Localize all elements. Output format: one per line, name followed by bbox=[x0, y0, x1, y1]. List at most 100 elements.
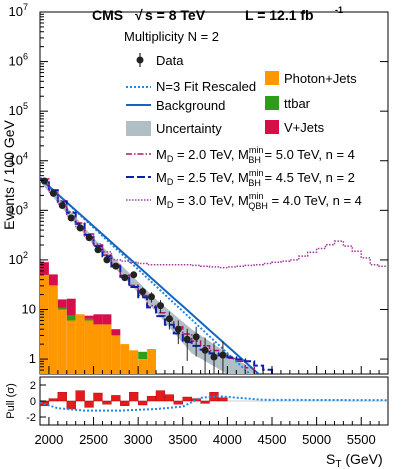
legend-item-signal-1: MD = 2.0 TeV, Mmin BH = 5.0 TeV, n = 4 bbox=[126, 145, 355, 165]
y-tick-label: 107 bbox=[9, 2, 28, 19]
legend-label-photon-jets: Photon+Jets bbox=[284, 71, 357, 86]
ttbar-bar bbox=[57, 307, 67, 310]
x-tick-label: 2500 bbox=[79, 432, 108, 447]
legend-label-fit: N=3 Fit Rescaled bbox=[156, 79, 256, 94]
photon-jets-swatch bbox=[265, 71, 279, 85]
legend: Multiplicity N = 2 Data N=3 Fit Rescaled… bbox=[124, 29, 362, 211]
photon-jets-bar bbox=[120, 344, 130, 374]
data-point bbox=[148, 293, 155, 301]
v-jets-swatch bbox=[265, 120, 279, 134]
data-point bbox=[183, 335, 191, 343]
data-point bbox=[103, 256, 111, 264]
photon-jets-bar bbox=[138, 359, 148, 374]
pull-bar bbox=[120, 400, 130, 407]
data-point bbox=[157, 302, 164, 310]
signal-3-curve bbox=[40, 179, 388, 269]
v-jets-bar bbox=[66, 298, 76, 316]
legend-item-signal-3: MD = 3.0 TeV, Mmin QBH = 4.0 TeV, n = 4 bbox=[126, 191, 362, 211]
luminosity-label: L = 12.1 fb bbox=[245, 7, 314, 23]
v-jets-bar bbox=[84, 315, 94, 319]
y-tick-label: 106 bbox=[9, 52, 28, 69]
experiment-label: CMS bbox=[92, 7, 123, 23]
pull-bars bbox=[40, 390, 388, 410]
legend-item-signal-2: MD = 2.5 TeV, Mmin BH = 4.5 TeV, n = 2 bbox=[126, 168, 355, 188]
pull-y-tick-label: 2 bbox=[30, 380, 36, 392]
ttbar-bar bbox=[138, 351, 148, 359]
background-curves bbox=[40, 176, 388, 374]
legend-label-data: Data bbox=[156, 53, 184, 68]
photon-jets-bar bbox=[93, 324, 103, 374]
v-jets-bar bbox=[111, 329, 121, 336]
ttbar-bar bbox=[48, 285, 58, 286]
y-tick-label: 10 bbox=[22, 301, 36, 316]
x-tick-label: 2000 bbox=[34, 432, 63, 447]
legend-label-signal-3: MD = 3.0 TeV, Mmin QBH = 4.0 TeV, n = 4 bbox=[156, 191, 362, 211]
x-axis-label: ST (GeV) bbox=[326, 451, 383, 469]
pull-bar bbox=[191, 398, 201, 402]
x-tick-label: 5000 bbox=[302, 432, 331, 447]
pull-bar bbox=[57, 392, 67, 402]
pull-bar bbox=[173, 400, 183, 405]
y-tick-label: 104 bbox=[9, 151, 28, 168]
v-jets-bar bbox=[48, 274, 58, 286]
data-point bbox=[210, 353, 218, 361]
pull-bar bbox=[146, 396, 157, 402]
pull-y-ticks: -2 0 2 bbox=[26, 380, 46, 424]
data-point bbox=[130, 271, 138, 279]
photon-jets-bar bbox=[111, 335, 121, 374]
y-tick-label: 103 bbox=[9, 200, 28, 217]
pull-y-axis-label: Pull (σ) bbox=[5, 383, 17, 419]
x-tick-label: 4500 bbox=[258, 432, 287, 447]
pull-bar bbox=[111, 395, 121, 402]
legend-label-v-jets: V+Jets bbox=[284, 120, 325, 135]
sqrt-symbol: √ bbox=[135, 7, 143, 23]
pull-fit-curve-line bbox=[40, 395, 388, 412]
pull-y-tick-label: 0 bbox=[30, 396, 36, 408]
uncertainty-swatch bbox=[126, 121, 151, 136]
photon-jets-bar bbox=[66, 320, 76, 374]
data-marker bbox=[136, 56, 144, 64]
ttbar-bar bbox=[66, 315, 76, 321]
legend-label-background: Background bbox=[156, 98, 225, 113]
multiplicity-label: Multiplicity N = 2 bbox=[124, 29, 219, 44]
pull-bar bbox=[48, 398, 59, 402]
legend-item-background: Background bbox=[126, 98, 225, 113]
figure-header: CMS √ s = 8 TeV L = 12.1 fb -1 bbox=[92, 5, 343, 23]
x-tick-label: 4000 bbox=[213, 432, 242, 447]
data-point bbox=[94, 246, 102, 254]
energy-label: s = 8 TeV bbox=[145, 7, 206, 23]
background-curve bbox=[40, 177, 260, 374]
legend-item-data: Data bbox=[136, 53, 184, 68]
y-tick-label: 102 bbox=[9, 250, 28, 267]
photon-jets-bar bbox=[102, 324, 112, 374]
photon-jets-bar bbox=[75, 314, 85, 374]
main-panel: 1 10 102 103 104 105 106 107 Events / 100 GeV M… bbox=[1, 2, 389, 375]
y-tick-label: 105 bbox=[9, 101, 28, 118]
legend-item-ttbar: ttbar bbox=[265, 96, 311, 111]
pull-bar bbox=[155, 390, 166, 402]
y-tick-label: 1 bbox=[29, 351, 36, 366]
ttbar-swatch bbox=[265, 96, 279, 110]
x-tick-label: 3000 bbox=[124, 432, 153, 447]
x-axis-ticks: 2000 2500 3000 3500 4000 4500 5000 5500 bbox=[34, 417, 389, 447]
legend-item-v-jets: V+Jets bbox=[265, 120, 325, 135]
data-point bbox=[85, 234, 93, 242]
pull-bar bbox=[75, 390, 85, 402]
pull-bar bbox=[182, 396, 192, 402]
data-point bbox=[192, 333, 200, 341]
pull-bar bbox=[218, 397, 228, 402]
pull-panel: -2 0 2 2000 2500 3000 3500 4000 4500 5000 5500 Pu… bbox=[5, 376, 389, 469]
legend-item-fit: N=3 Fit Rescaled bbox=[126, 79, 256, 94]
x-tick-label: 5500 bbox=[347, 432, 376, 447]
photon-jets-bar bbox=[129, 350, 139, 374]
legend-item-uncertainty: Uncertainty bbox=[126, 121, 222, 136]
pull-bar bbox=[128, 392, 139, 402]
pull-bar bbox=[137, 400, 148, 406]
pull-bar bbox=[102, 400, 112, 405]
data-point bbox=[58, 202, 66, 209]
data-point bbox=[165, 315, 173, 323]
v-jets-bar bbox=[57, 299, 67, 308]
pull-bar bbox=[66, 400, 76, 410]
v-jets-bar bbox=[93, 314, 103, 325]
data-points bbox=[41, 177, 227, 374]
